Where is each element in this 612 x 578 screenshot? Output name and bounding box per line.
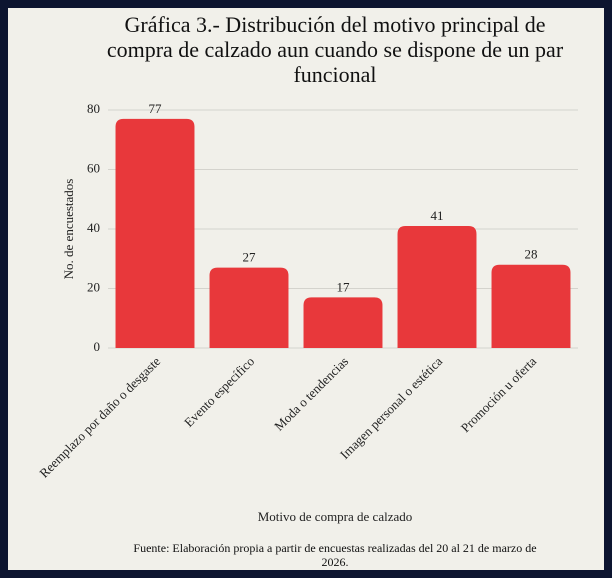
y-tick-label: 40	[87, 220, 100, 235]
data-label: 41	[431, 208, 444, 223]
source-note: Fuente: Elaboración propia a partir de e…	[133, 541, 537, 569]
y-tick-label: 80	[87, 101, 100, 116]
bar	[397, 226, 477, 348]
chart-title: Gráfica 3.- Distribución del motivo prin…	[106, 12, 564, 87]
data-label: 27	[243, 250, 257, 265]
x-tick-label: Imagen personal o estética	[337, 353, 446, 462]
y-tick-label: 60	[87, 160, 100, 175]
data-label: 77	[149, 101, 163, 116]
data-label: 28	[525, 247, 538, 262]
x-tick-label: Evento específico	[181, 354, 257, 430]
y-tick-label: 0	[94, 339, 101, 354]
x-tick-label: Reemplazo por daño o desgaste	[36, 353, 163, 480]
x-tick-label: Moda o tendencias	[271, 354, 351, 434]
y-axis-label: No. de encuestados	[61, 179, 76, 280]
bar	[491, 264, 571, 348]
y-tick-label: 20	[87, 279, 100, 294]
bar	[209, 267, 289, 348]
bar	[115, 118, 195, 348]
x-axis-label: Motivo de compra de calzado	[258, 509, 413, 524]
x-tick-label: Promoción u oferta	[458, 353, 540, 435]
bar	[303, 297, 383, 348]
data-label: 17	[337, 279, 351, 294]
